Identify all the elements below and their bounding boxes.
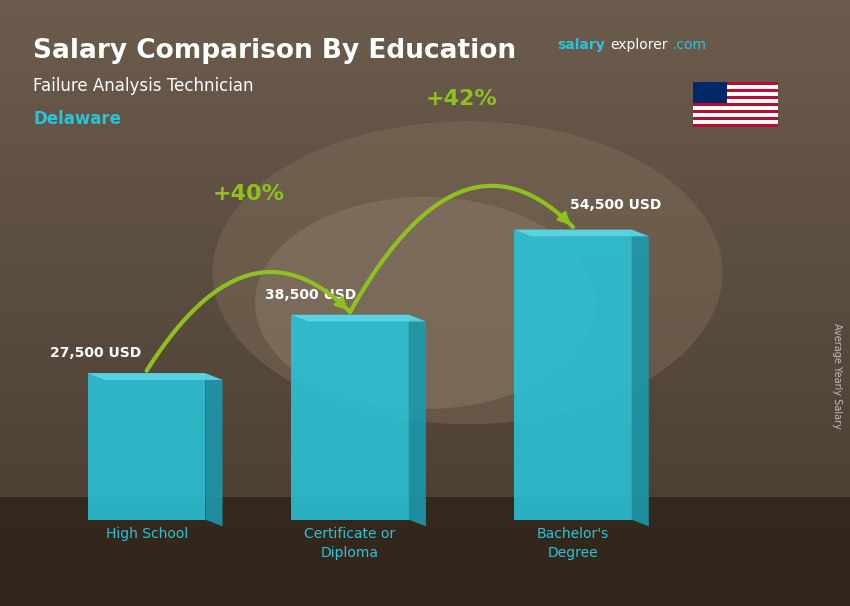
Bar <box>693 96 778 99</box>
Text: explorer: explorer <box>610 38 668 52</box>
Ellipse shape <box>255 197 595 409</box>
Text: 54,500 USD: 54,500 USD <box>570 198 661 211</box>
Text: Failure Analysis Technician: Failure Analysis Technician <box>33 77 254 95</box>
Polygon shape <box>88 373 223 380</box>
Text: High School: High School <box>105 527 188 541</box>
Text: Delaware: Delaware <box>33 110 122 128</box>
Polygon shape <box>632 230 649 527</box>
Text: Salary Comparison By Education: Salary Comparison By Education <box>33 38 517 64</box>
Bar <box>693 124 778 127</box>
Bar <box>693 110 778 113</box>
Text: Certificate or
Diploma: Certificate or Diploma <box>304 527 395 560</box>
Bar <box>693 117 778 120</box>
Text: 27,500 USD: 27,500 USD <box>50 347 141 361</box>
Polygon shape <box>206 373 223 527</box>
Bar <box>0 497 850 606</box>
Ellipse shape <box>212 121 722 424</box>
Bar <box>693 89 778 92</box>
Text: .com: .com <box>673 38 707 52</box>
Bar <box>693 113 778 117</box>
Bar <box>693 92 778 96</box>
Text: 38,500 USD: 38,500 USD <box>265 288 356 302</box>
Polygon shape <box>292 315 409 520</box>
Bar <box>693 85 778 89</box>
Bar <box>693 99 778 103</box>
Polygon shape <box>88 373 206 520</box>
Polygon shape <box>409 315 426 527</box>
Bar <box>693 120 778 124</box>
Bar <box>693 103 778 106</box>
Bar <box>693 82 778 85</box>
Text: +40%: +40% <box>212 184 285 204</box>
Text: +42%: +42% <box>426 88 497 108</box>
Text: Bachelor's
Degree: Bachelor's Degree <box>537 527 609 560</box>
Bar <box>693 82 727 103</box>
Bar <box>693 106 778 110</box>
Text: Average Yearly Salary: Average Yearly Salary <box>832 323 842 428</box>
Polygon shape <box>514 230 632 520</box>
Polygon shape <box>514 230 649 236</box>
Text: salary: salary <box>558 38 605 52</box>
Polygon shape <box>292 315 426 321</box>
